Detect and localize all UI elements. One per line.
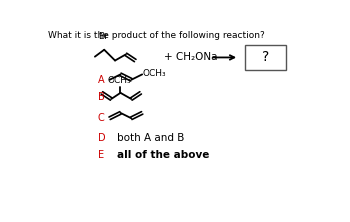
Text: OCH₃: OCH₃ [143,69,167,78]
Text: ?: ? [262,50,269,64]
Text: E: E [98,150,104,160]
Text: A: A [98,75,105,85]
Text: What it is the product of the following reaction?: What it is the product of the following … [48,31,264,40]
Text: D: D [98,133,106,143]
Text: both A and B: both A and B [117,133,185,143]
Text: Br: Br [98,32,107,40]
Text: all of the above: all of the above [117,150,210,160]
FancyBboxPatch shape [245,45,286,70]
Text: C: C [98,113,105,123]
Text: OCH₃: OCH₃ [108,76,132,85]
Text: + CH₂ONa: + CH₂ONa [164,52,217,62]
Text: B: B [98,92,105,102]
